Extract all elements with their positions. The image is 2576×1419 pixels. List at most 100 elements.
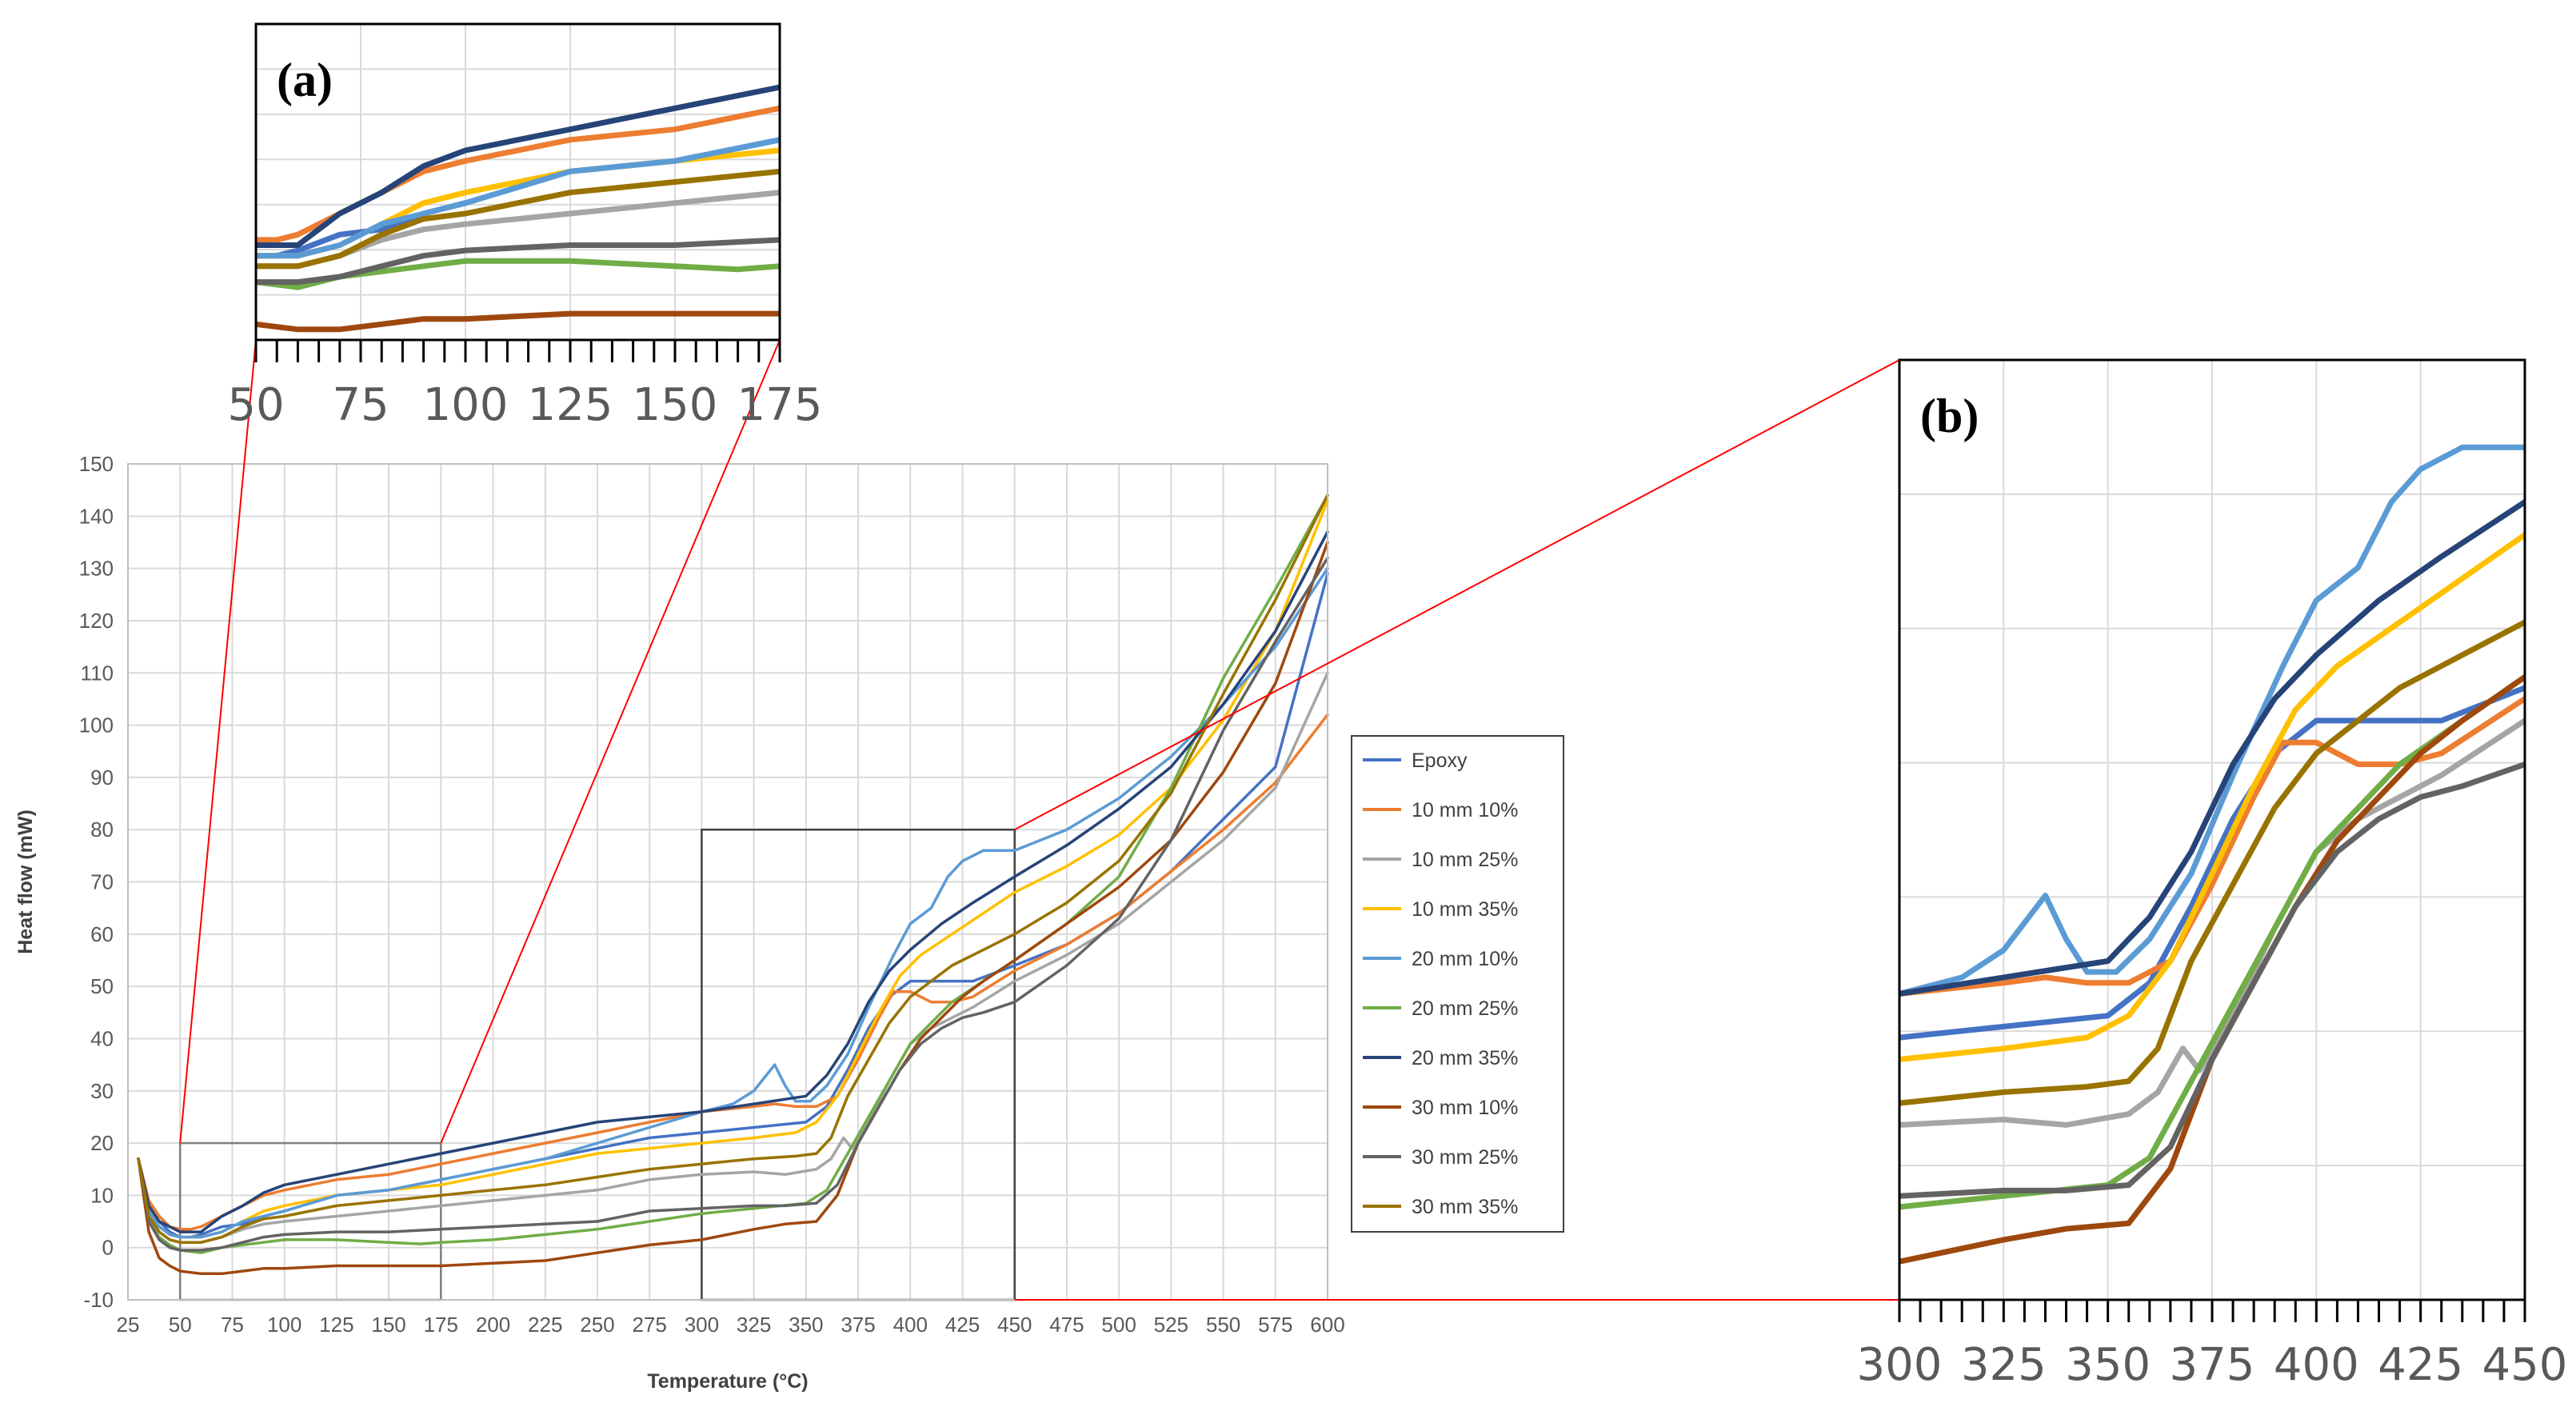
x-tick-label: 225 [528,1313,562,1337]
inset-a-panel-label: (a) [277,54,333,106]
legend-label-20-mm-25: 20 mm 25% [1412,997,1518,1020]
legend: Epoxy 10 mm 10% 10 mm 25% 10 mm 35% 20 mm 10… [1351,735,1564,1233]
x-tick-label: 125 [319,1313,353,1337]
x-tick-label: 50 [169,1313,192,1337]
x-tick-label: 375 [841,1313,875,1337]
inset-a-series-line-10-mm-10 [256,105,780,243]
inset-a-series-line-30-mm-35 [256,168,780,270]
series-line-20-mm-10 [137,566,1329,1239]
series-line-10-mm-10 [137,713,1329,1231]
x-tick-label: 25 [117,1313,140,1337]
y-axis-title: Heat flow (mW) [14,809,37,954]
inset-a-series-line-20-mm-35 [256,84,780,248]
x-tick-label: 425 [945,1313,980,1337]
inset-a-frame [254,22,781,342]
x-tick-label: 600 [1310,1313,1344,1337]
inset-a-x-tick-label: 150 [633,379,718,431]
main-chart: 25 50 75 100 125 150 175 200 225 250 275 300 325 350 3… [14,452,1345,1393]
x-tick-label: 300 [685,1313,719,1337]
inset-b-series-line-10-mm-25 [1899,717,2525,1128]
legend-label-30-mm-25: 30 mm 25% [1412,1146,1518,1169]
x-tick-label: 450 [997,1313,1032,1337]
inset-a-series-line-epoxy [256,137,780,259]
x-tick-label: 175 [424,1313,458,1337]
connector-a-right [440,339,781,1144]
x-tick-label: 325 [737,1313,771,1337]
inset-a-x-tick-label: 100 [423,379,509,431]
inset-b-x-tick-label: 300 [1857,1339,1943,1391]
inset-b-x-tick-label: 425 [2378,1339,2463,1391]
inset-a-x-tick-label: 175 [737,379,823,431]
series-line-10-mm-35 [137,498,1329,1239]
inset-b-x-tick-label: 450 [2482,1339,2568,1391]
legend-box [1351,735,1564,1233]
inset-b-series-line-30-mm-10 [1899,673,2525,1265]
inset-b-x-tick-label: 375 [2170,1339,2255,1391]
inset-a-x-tick-label: 125 [528,379,613,431]
zoom-box-a [178,1141,442,1301]
inset-b-series-line-30-mm-35 [1899,618,2525,1106]
inset-a-x-tick-labels: 50 75 100 125 150 175 [227,379,822,431]
y-tick-label: 30 [90,1079,114,1103]
legend-label-20-mm-10: 20 mm 10% [1412,948,1518,970]
legend-label-epoxy: Epoxy [1412,749,1468,772]
x-tick-label: 550 [1206,1313,1240,1337]
inset-b-series-line-30-mm-25 [1899,761,2525,1199]
inset-b-x-tick-labels: 300 325 350 375 400 425 450 [1857,1339,2568,1391]
y-tick-label: 90 [90,765,114,789]
y-tick-label: 40 [90,1026,114,1050]
inset-b-x-tick-marks [1898,1300,2526,1322]
main-y-tick-labels: -10 0 10 20 30 40 50 60 70 80 90 100 110 120 130 140 150 [79,452,114,1312]
connector-a-left [179,339,257,1144]
series-line-30-mm-25 [137,556,1329,1252]
x-tick-label: 525 [1154,1313,1188,1337]
inset-a-x-tick-marks [254,340,781,362]
series-line-30-mm-10 [137,541,1329,1276]
inset-a-series-line-30-mm-10 [256,310,780,333]
x-tick-label: 400 [893,1313,928,1337]
y-tick-label: 60 [90,922,114,946]
x-tick-label: 200 [476,1313,510,1337]
inset-b-x-tick-label: 325 [1961,1339,2047,1391]
y-tick-label: 20 [90,1131,114,1155]
x-tick-label: 150 [371,1313,405,1337]
series-line-30-mm-35 [137,494,1329,1244]
x-tick-label: 100 [267,1313,302,1337]
legend-label-10-mm-10: 10 mm 10% [1412,799,1518,821]
inset-b-series-line-20-mm-25 [1899,673,2525,1210]
y-tick-label: 130 [79,557,114,581]
series-line-20-mm-35 [137,530,1329,1233]
x-tick-label: 275 [632,1313,666,1337]
y-tick-label: -10 [83,1288,114,1312]
main-x-tick-labels: 25 50 75 100 125 150 175 200 225 250 275 300 325 350 3… [117,1313,1345,1337]
x-tick-label: 350 [789,1313,823,1337]
zoom-connector-lines [179,339,1900,1301]
y-tick-label: 140 [79,504,114,528]
inset-a-series-line-20-mm-10 [256,137,780,259]
inset-b-x-tick-label: 400 [2274,1339,2359,1391]
x-tick-label: 75 [221,1313,244,1337]
legend-label-30-mm-10: 30 mm 10% [1412,1097,1518,1119]
inset-b: 300 325 350 375 400 425 450 (b) [1857,358,2568,1391]
y-tick-label: 150 [79,452,114,476]
x-tick-label: 250 [580,1313,614,1337]
legend-label-30-mm-35: 30 mm 35% [1412,1196,1518,1218]
x-tick-label: 575 [1258,1313,1292,1337]
connector-b-top [1014,359,1900,831]
y-tick-label: 120 [79,609,114,633]
inset-b-panel-label: (b) [1920,390,1979,442]
y-tick-label: 70 [90,870,114,894]
legend-label-10-mm-25: 10 mm 25% [1412,849,1518,871]
inset-a-x-tick-label: 50 [227,379,284,431]
inset-a-series-line-30-mm-25 [256,237,780,286]
inset-a-series-line-20-mm-25 [256,258,780,290]
x-tick-label: 475 [1049,1313,1084,1337]
inset-b-series-group [1899,444,2525,1265]
inset-b-series-line-20-mm-10 [1899,444,2525,997]
main-series-group [137,494,1329,1276]
inset-a-grid [255,24,781,340]
y-tick-label: 10 [90,1183,114,1207]
y-tick-label: 0 [102,1236,114,1260]
legend-items: Epoxy 10 mm 10% 10 mm 25% 10 mm 35% 20 mm 10… [1363,749,1518,1218]
